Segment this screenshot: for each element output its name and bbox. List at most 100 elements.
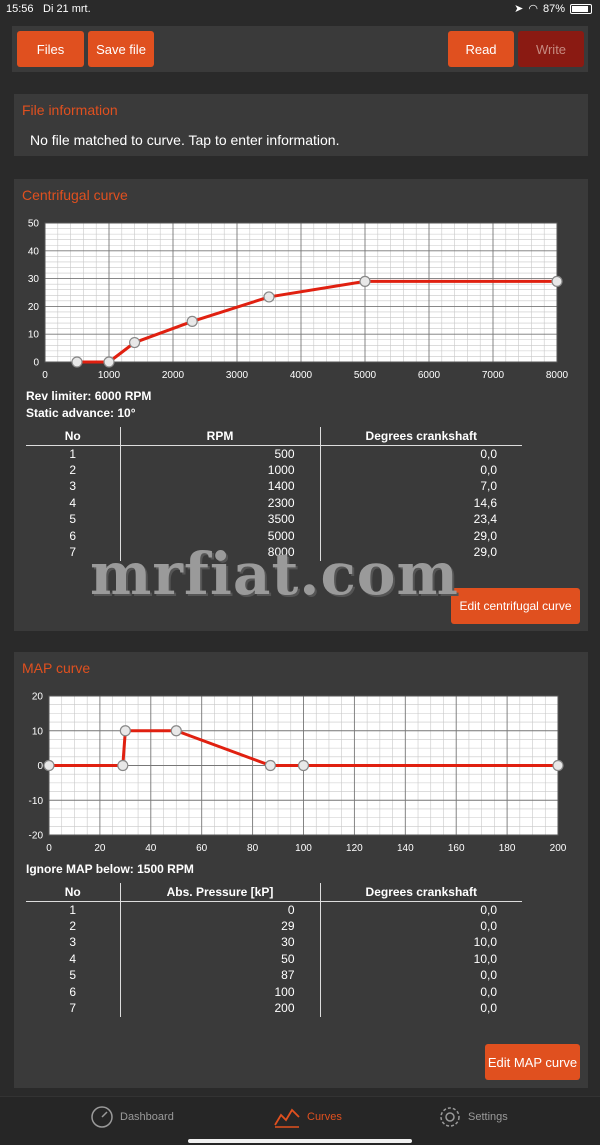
cell-pressure: 87 bbox=[120, 967, 321, 984]
col-degrees: Degrees crankshaft bbox=[320, 427, 522, 446]
table-header-row: No RPM Degrees crankshaft bbox=[26, 427, 522, 446]
cell-pressure: 200 bbox=[120, 1000, 321, 1017]
table-row: 1 500 0,0 bbox=[26, 445, 522, 462]
y-tick-label: 30 bbox=[28, 274, 40, 285]
tab-settings-label: Settings bbox=[468, 1111, 508, 1123]
map-table: No Abs. Pressure [kP] Degrees crankshaft… bbox=[26, 883, 522, 1017]
status-date: Di 21 mrt. bbox=[43, 3, 91, 15]
status-right: ➤ ◠ 87% bbox=[514, 2, 592, 15]
centrifugal-panel: Centrifugal curve 0 1000 2000 3000 4000 5000 6… bbox=[14, 179, 588, 631]
col-degrees: Degrees crankshaft bbox=[320, 883, 522, 902]
tab-dashboard[interactable]: Dashboard bbox=[90, 1105, 174, 1129]
file-info-text[interactable]: No file matched to curve. Tap to enter i… bbox=[30, 132, 340, 148]
cell-rpm: 1000 bbox=[120, 461, 321, 478]
watermark: mrfiat.com bbox=[90, 540, 459, 608]
x-tick-label: 0 bbox=[46, 843, 52, 854]
plot-border bbox=[44, 222, 558, 363]
rev-limiter-label: Rev limiter: 6000 RPM bbox=[26, 389, 152, 403]
table-row: 2 1000 0,0 bbox=[26, 461, 522, 478]
map-title: MAP curve bbox=[22, 660, 91, 676]
data-point bbox=[297, 759, 310, 772]
x-tick-label: 6000 bbox=[418, 370, 441, 381]
cell-no: 5 bbox=[26, 511, 121, 528]
tab-settings[interactable]: Settings bbox=[438, 1105, 508, 1129]
cell-rpm: 500 bbox=[120, 445, 321, 462]
cell-no: 3 bbox=[26, 478, 121, 495]
tab-curves[interactable]: Curves bbox=[273, 1105, 342, 1129]
x-tick-label: 120 bbox=[346, 843, 363, 854]
file-info-title: File information bbox=[22, 102, 118, 118]
edit-map-button[interactable]: Edit MAP curve bbox=[485, 1044, 580, 1080]
data-point bbox=[186, 315, 198, 328]
cell-degrees: 14,6 bbox=[473, 495, 497, 510]
x-tick-label: 1000 bbox=[98, 370, 121, 381]
y-tick-label: -20 bbox=[29, 831, 44, 842]
x-tick-label: 40 bbox=[145, 843, 157, 854]
cell-degrees: 0,0 bbox=[480, 918, 497, 933]
col-rpm: RPM bbox=[120, 427, 321, 446]
data-point bbox=[551, 275, 563, 287]
home-indicator bbox=[188, 1139, 412, 1143]
table-row: 7 200 0,0 bbox=[26, 1000, 522, 1017]
map-panel: MAP curve 0 20 40 60 80 100 120 140 160 180 200 -20… bbox=[14, 652, 588, 1088]
x-tick-label: 2000 bbox=[162, 370, 185, 381]
files-button[interactable]: Files bbox=[17, 31, 84, 67]
x-tick-label: 0 bbox=[42, 370, 48, 381]
col-no: No bbox=[26, 883, 121, 902]
col-no: No bbox=[26, 427, 121, 446]
cell-no: 5 bbox=[26, 967, 121, 984]
y-tick-label: 0 bbox=[37, 761, 43, 772]
x-tick-label: 7000 bbox=[482, 370, 505, 381]
x-tick-label: 5000 bbox=[354, 370, 377, 381]
data-point bbox=[552, 759, 564, 772]
read-button[interactable]: Read bbox=[448, 31, 514, 67]
file-info-panel[interactable]: File information No file matched to curv… bbox=[14, 94, 588, 156]
y-tick-label: 50 bbox=[28, 219, 40, 230]
cell-no: 2 bbox=[26, 461, 121, 478]
table-row: 5 3500 23,4 bbox=[26, 511, 522, 528]
cell-no: 1 bbox=[26, 445, 121, 462]
cell-degrees: 7,0 bbox=[480, 479, 497, 494]
table-row: 4 50 10,0 bbox=[26, 950, 522, 967]
cell-rpm: 1400 bbox=[120, 478, 321, 495]
data-point bbox=[119, 725, 131, 737]
cell-degrees: 0,0 bbox=[480, 446, 497, 461]
data-point bbox=[43, 759, 55, 772]
table-row: 4 2300 14,6 bbox=[26, 494, 522, 511]
data-point bbox=[359, 275, 371, 287]
cell-no: 7 bbox=[26, 1000, 121, 1017]
cell-no: 4 bbox=[26, 950, 121, 967]
save-file-button[interactable]: Save file bbox=[88, 31, 154, 67]
write-button[interactable]: Write bbox=[518, 31, 584, 67]
data-point bbox=[117, 759, 129, 772]
edit-centrifugal-button[interactable]: Edit centrifugal curve bbox=[451, 588, 580, 624]
x-tick-label: 140 bbox=[397, 843, 414, 854]
cell-no: 4 bbox=[26, 494, 121, 511]
x-tick-label: 180 bbox=[499, 843, 516, 854]
curves-icon bbox=[274, 1108, 300, 1128]
toolbar: Files Save file Read Write bbox=[12, 26, 588, 72]
cell-pressure: 29 bbox=[120, 917, 321, 934]
table-row: 5 87 0,0 bbox=[26, 967, 522, 984]
cell-degrees: 0,0 bbox=[480, 902, 497, 917]
x-tick-label: 80 bbox=[247, 843, 259, 854]
static-advance-label: Static advance: 10° bbox=[26, 406, 136, 420]
table-row: 6 5000 29,0 bbox=[26, 527, 522, 544]
battery-percent: 87% bbox=[542, 2, 565, 15]
wifi-icon: ◠ bbox=[528, 3, 538, 15]
x-tick-label: 100 bbox=[295, 843, 312, 854]
map-chart[interactable]: 0 20 40 60 80 100 120 140 160 180 200 -20 -10 0 10 20 bbox=[14, 652, 588, 862]
cell-pressure: 50 bbox=[120, 950, 321, 967]
cell-degrees: 29,0 bbox=[473, 528, 497, 543]
y-tick-label: 40 bbox=[28, 246, 40, 257]
status-time: 15:56 bbox=[6, 3, 34, 15]
cell-degrees: 0,0 bbox=[480, 968, 497, 983]
cell-no: 6 bbox=[26, 527, 121, 544]
x-tick-label: 200 bbox=[550, 843, 567, 854]
centrifugal-chart[interactable]: 0 1000 2000 3000 4000 5000 6000 7000 8000 0 10 20 30… bbox=[14, 179, 588, 389]
cell-degrees: 0,0 bbox=[480, 462, 497, 477]
y-tick-label: 10 bbox=[28, 330, 40, 341]
x-tick-label: 3000 bbox=[226, 370, 249, 381]
dashboard-icon bbox=[91, 1106, 113, 1128]
cell-no: 6 bbox=[26, 983, 121, 1000]
